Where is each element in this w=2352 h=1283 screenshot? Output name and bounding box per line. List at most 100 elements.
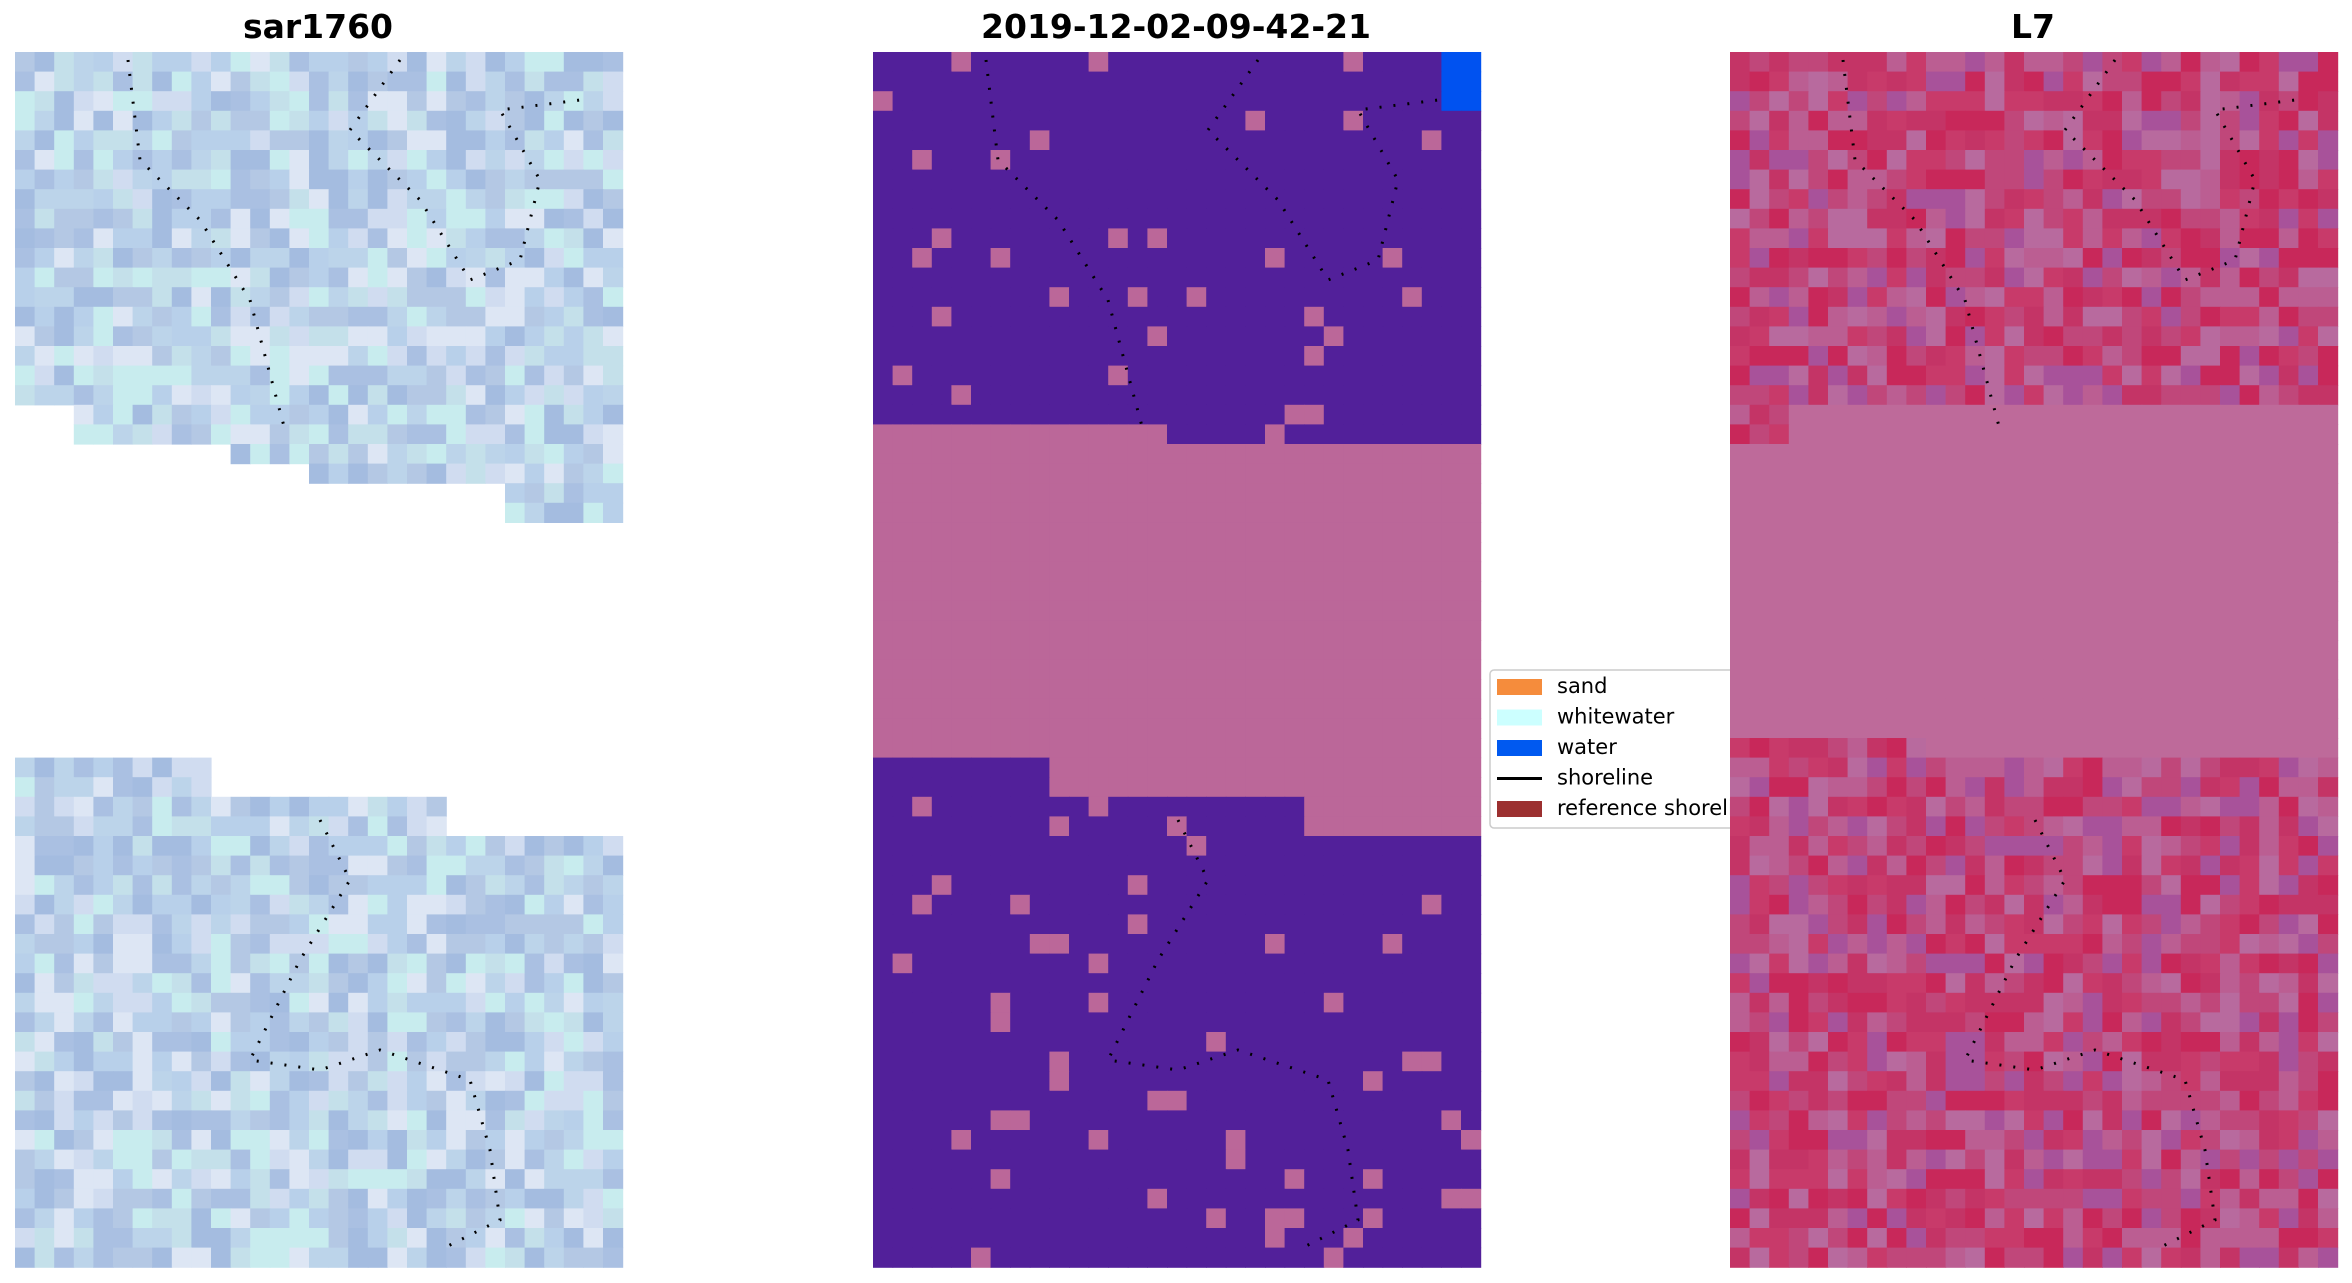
pixel <box>931 1228 952 1249</box>
pixel <box>1343 267 1364 288</box>
pixel <box>1186 581 1207 602</box>
pixel <box>113 1130 134 1151</box>
pixel <box>1245 1208 1266 1229</box>
pixel <box>1127 659 1148 680</box>
pixel <box>1730 169 1751 190</box>
pixel <box>2259 522 2280 543</box>
pixel <box>1808 248 1829 269</box>
pixel <box>289 1051 310 1072</box>
pixel <box>2200 444 2221 465</box>
pixel <box>2298 1012 2319 1033</box>
pixel <box>2239 659 2260 680</box>
pixel <box>2318 287 2339 308</box>
pixel <box>2180 738 2201 759</box>
pixel <box>1108 346 1129 367</box>
pixel <box>912 1188 933 1209</box>
pixel <box>211 130 232 151</box>
pixel <box>1245 698 1266 719</box>
pixel <box>1147 1130 1168 1151</box>
pixel <box>1304 1228 1325 1249</box>
pixel <box>1886 502 1907 523</box>
pixel <box>269 875 290 896</box>
pixel <box>1206 1149 1227 1170</box>
pixel <box>912 757 933 778</box>
pixel <box>892 1247 913 1268</box>
pixel <box>1206 71 1227 92</box>
pixel <box>2122 953 2143 974</box>
pixel <box>1867 52 1888 73</box>
pixel <box>348 326 369 347</box>
pixel <box>309 71 330 92</box>
pixel <box>2082 169 2103 190</box>
pixel <box>309 1071 330 1092</box>
pixel <box>2122 424 2143 445</box>
pixel <box>1965 208 1986 229</box>
pixel <box>931 326 952 347</box>
pixel <box>34 934 55 955</box>
pixel <box>1245 346 1266 367</box>
pixel <box>2298 228 2319 249</box>
pixel <box>15 875 36 896</box>
pixel <box>230 1169 251 1190</box>
pixel <box>1441 659 1462 680</box>
pixel <box>1245 875 1266 896</box>
pixel <box>563 1228 584 1249</box>
pixel <box>250 1247 271 1268</box>
pixel <box>230 1032 251 1053</box>
pixel <box>1421 992 1442 1013</box>
pixel <box>1828 561 1849 582</box>
pixel <box>2082 855 2103 876</box>
pixel <box>873 816 894 837</box>
pixel <box>1926 365 1947 386</box>
pixel <box>1088 679 1109 700</box>
pixel <box>1167 855 1188 876</box>
pixel <box>2278 385 2299 406</box>
pixel <box>1441 1228 1462 1249</box>
pixel <box>1245 1012 1266 1033</box>
pixel <box>1828 130 1849 151</box>
pixel <box>1382 424 1403 445</box>
pixel <box>1965 189 1986 210</box>
pixel <box>951 248 972 269</box>
pixel <box>152 1090 173 1111</box>
pixel <box>407 1169 428 1190</box>
pixel <box>269 248 290 269</box>
pixel <box>1984 267 2005 288</box>
pixel <box>191 287 212 308</box>
pixel <box>2200 640 2221 661</box>
pixel <box>931 483 952 504</box>
pixel <box>2318 208 2339 229</box>
pixel <box>1284 1090 1305 1111</box>
legend-patch <box>1497 709 1542 726</box>
pixel <box>269 1110 290 1131</box>
pixel <box>1245 1130 1266 1151</box>
pixel <box>309 248 330 269</box>
pixel <box>1245 659 1266 680</box>
pixel <box>191 757 212 778</box>
pixel <box>132 1130 153 1151</box>
pixel <box>93 1012 114 1033</box>
pixel <box>2259 189 2280 210</box>
pixel <box>171 894 192 915</box>
pixel <box>1186 1130 1207 1151</box>
pixel <box>524 953 545 974</box>
pixel <box>465 150 486 171</box>
pixel <box>2024 679 2045 700</box>
pixel <box>1029 483 1050 504</box>
pixel <box>1461 385 1482 406</box>
pixel <box>1343 1071 1364 1092</box>
pixel <box>465 346 486 367</box>
pixel <box>1847 365 1868 386</box>
pixel <box>2239 385 2260 406</box>
pixel <box>524 934 545 955</box>
pixel <box>93 248 114 269</box>
pixel <box>1029 326 1050 347</box>
pixel <box>1441 248 1462 269</box>
pixel <box>1788 796 1809 817</box>
pixel <box>873 620 894 641</box>
pixel <box>1945 836 1966 857</box>
pixel <box>2180 1032 2201 1053</box>
pixel <box>54 248 75 269</box>
pixel <box>250 796 271 817</box>
pixel <box>132 1012 153 1033</box>
